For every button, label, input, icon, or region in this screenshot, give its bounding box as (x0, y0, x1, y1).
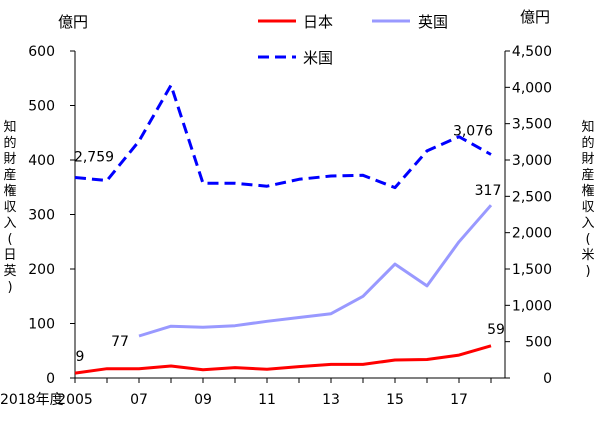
x-axis-tick-label: 07 (130, 392, 148, 408)
left-axis-title-char: ) (7, 280, 12, 295)
data-label: 3,076 (453, 123, 493, 139)
right-axis-tick-label: 2,000 (512, 226, 552, 242)
right-axis-title-char: 産 (581, 167, 594, 183)
right-axis-title-char: ( (585, 232, 590, 247)
left-axis-tick-label: 0 (46, 371, 55, 387)
left-axis-tick-label: 400 (28, 153, 55, 169)
right-axis-tick-label: 2,500 (512, 189, 552, 205)
x-axis-tick-label: 09 (194, 392, 212, 408)
left-axis-unit: 億円 (58, 13, 88, 31)
legend-item: 日本 (258, 13, 333, 31)
left-axis-tick-label: 300 (28, 208, 55, 224)
left-axis-title-char: 日 (3, 248, 16, 263)
left-axis-title-char: 収 (3, 200, 16, 215)
legend-label: 日本 (303, 13, 333, 31)
legend-label: 米国 (303, 49, 333, 67)
right-axis-title-char: 知 (581, 119, 594, 135)
axes (70, 50, 510, 383)
left-axis-title-char: 入 (3, 216, 16, 231)
x-axis-tick-label: 11 (258, 392, 276, 408)
right-axis-tick-label: 4,500 (512, 44, 552, 60)
data-label: 317 (475, 183, 502, 199)
left-axis-tick-label: 600 (28, 44, 55, 60)
left-axis-title-char: 権 (3, 183, 16, 199)
right-axis-unit: 億円 (520, 8, 550, 26)
right-axis-tick-label: 500 (525, 335, 552, 351)
x-axis-tick-label: 2005 (57, 392, 93, 408)
x-axis-tick-label: 17 (450, 392, 468, 408)
right-axis-title-char: 米 (581, 248, 594, 263)
right-axis-tick-label: 1,000 (512, 298, 552, 314)
x-axis-tick-label: 13 (322, 392, 340, 408)
legend-label: 英国 (418, 13, 448, 31)
right-axis-title-char: 入 (581, 216, 594, 231)
right-axis-title-char: 権 (581, 183, 594, 199)
left-axis-tick-label: 100 (28, 317, 55, 333)
data-label: 9 (76, 349, 85, 365)
data-label: 59 (487, 322, 505, 338)
legend-item: 米国 (258, 49, 333, 67)
x-axis-tick-label: 15 (386, 392, 404, 408)
x-axis-tick-label: 2018年度 (0, 392, 64, 408)
left-axis-title-char: 知 (3, 119, 16, 135)
right-axis-tick-label: 4,000 (512, 80, 552, 96)
data-labels: 9 59 77 317 2,759 3,076 (74, 123, 505, 365)
legend-item: 英国 (372, 13, 448, 31)
series-lines (74, 83, 493, 375)
left-axis-title-char: 財 (3, 152, 16, 167)
right-axis-tick-label: 3,000 (512, 153, 552, 169)
left-axis-title-char: 産 (3, 167, 16, 183)
left-axis-tick-label: 200 (28, 262, 55, 278)
series-line-米国 (74, 83, 492, 190)
series-line-英国 (138, 204, 493, 338)
right-axis-tick-label: 3,500 (512, 117, 552, 133)
right-axis-tick-label: 1,500 (512, 262, 552, 278)
right-axis-tick-label: 0 (543, 371, 552, 387)
series-line-日本 (74, 344, 492, 375)
left-axis-title-char: 英 (3, 264, 16, 279)
tick-labels: 0 100 200 300 400 500 600 0 500 1,000 1,500 2,000 2,… (0, 44, 552, 408)
data-label: 2,759 (74, 150, 114, 166)
right-axis-title-char: ) (585, 264, 590, 279)
data-label: 77 (111, 334, 129, 350)
right-axis-title-char: 的 (581, 135, 594, 151)
left-axis-tick-label: 500 (28, 99, 55, 115)
left-axis-title-char: 的 (3, 135, 16, 151)
right-axis-title-char: 財 (581, 152, 594, 167)
left-axis-title-char: ( (7, 232, 12, 247)
right-axis-title-char: 収 (581, 200, 594, 215)
